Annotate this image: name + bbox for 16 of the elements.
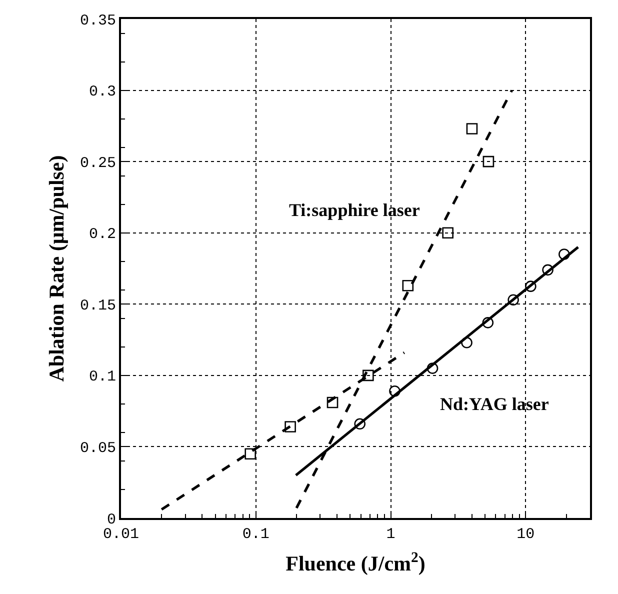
x-tick-label: 10	[516, 526, 535, 543]
y-tick-label: 0.25	[80, 154, 116, 172]
x-tick-label: 0.01	[102, 526, 140, 543]
y-axis-title: Ablation Rate (μm/pulse)	[44, 155, 69, 382]
y-tick-label: 0.05	[80, 440, 116, 457]
y-tick-label: 0.2	[88, 226, 116, 244]
annotation: Ti:sapphire laser	[289, 200, 420, 220]
y-tick-label: 0.1	[88, 368, 116, 386]
y-tick-label: 0	[106, 511, 116, 528]
x-tick-label: 0.1	[242, 526, 270, 543]
y-tick-label: 0.15	[80, 297, 116, 314]
y-tick-label: 0.3	[88, 84, 116, 101]
x-tick-label: 1	[386, 526, 396, 543]
annotation: Nd:YAG laser	[440, 394, 549, 414]
y-tick-label: 0.35	[80, 12, 116, 30]
x-axis-title: Fluence (J/cm$^{2}$)	[286, 550, 426, 576]
